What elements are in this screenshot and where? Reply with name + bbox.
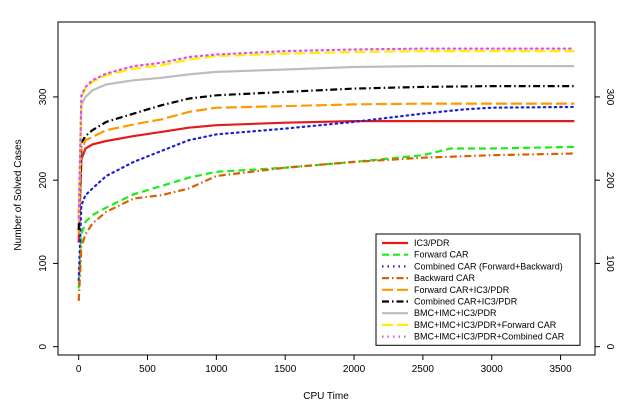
series-line-0 [77,119,575,243]
legend-label: Forward CAR+IC3/PDR [414,285,510,295]
legend-label: Combined CAR+IC3/PDR [414,297,518,307]
legend-label: Backward CAR [414,273,476,283]
y-tick-label-left: 0 [38,343,49,349]
y-tick-label-right: 0 [604,344,615,350]
x-tick-label: 500 [139,364,156,375]
x-axis-label: CPU Time [303,391,349,402]
series-line-8 [77,47,576,219]
series-line-3 [77,152,575,301]
x-tick-label: 1500 [274,364,297,375]
y-tick-label-right: 100 [604,255,615,272]
x-tick-label: 0 [76,364,82,375]
series-line-7 [77,49,575,218]
legend-label: BMC+IMC+IC3/PDR+Combined CAR [414,332,565,342]
y-tick-label-right: 300 [604,89,615,106]
legend-label: Forward CAR [414,250,469,260]
series-layer [77,47,576,301]
series-line-5 [77,84,575,231]
series-line-4 [77,102,575,235]
y-tick-label-right: 200 [604,172,615,189]
axes: 0 500 1000 1500 2000 2500 3000 3500 0 0 100 100 200 2… [38,88,615,375]
series-line-1 [77,145,575,289]
legend-label: BMC+IMC+IC3/PDR+Forward CAR [414,320,557,330]
y-tick-label-left: 200 [38,171,49,188]
legend-label: Combined CAR (Forward+Backward) [414,261,563,271]
plot-frame [57,21,596,356]
x-tick-label: 3500 [549,364,572,375]
x-tick-label: 3000 [481,364,504,375]
x-tick-label: 2000 [343,364,366,375]
legend-label: BMC+IMC+IC3/PDR [414,308,497,318]
x-tick-label: 1000 [205,364,228,375]
series-line-6 [77,64,575,222]
y-axis-label: Number of Solved Cases [13,139,24,250]
legend-label: IC3/PDR [414,238,450,248]
series-line-2 [77,105,576,282]
y-tick-label-left: 300 [38,88,49,105]
y-tick-label-left: 100 [38,255,49,272]
x-tick-label: 2500 [412,364,435,375]
legend-box [375,233,581,346]
